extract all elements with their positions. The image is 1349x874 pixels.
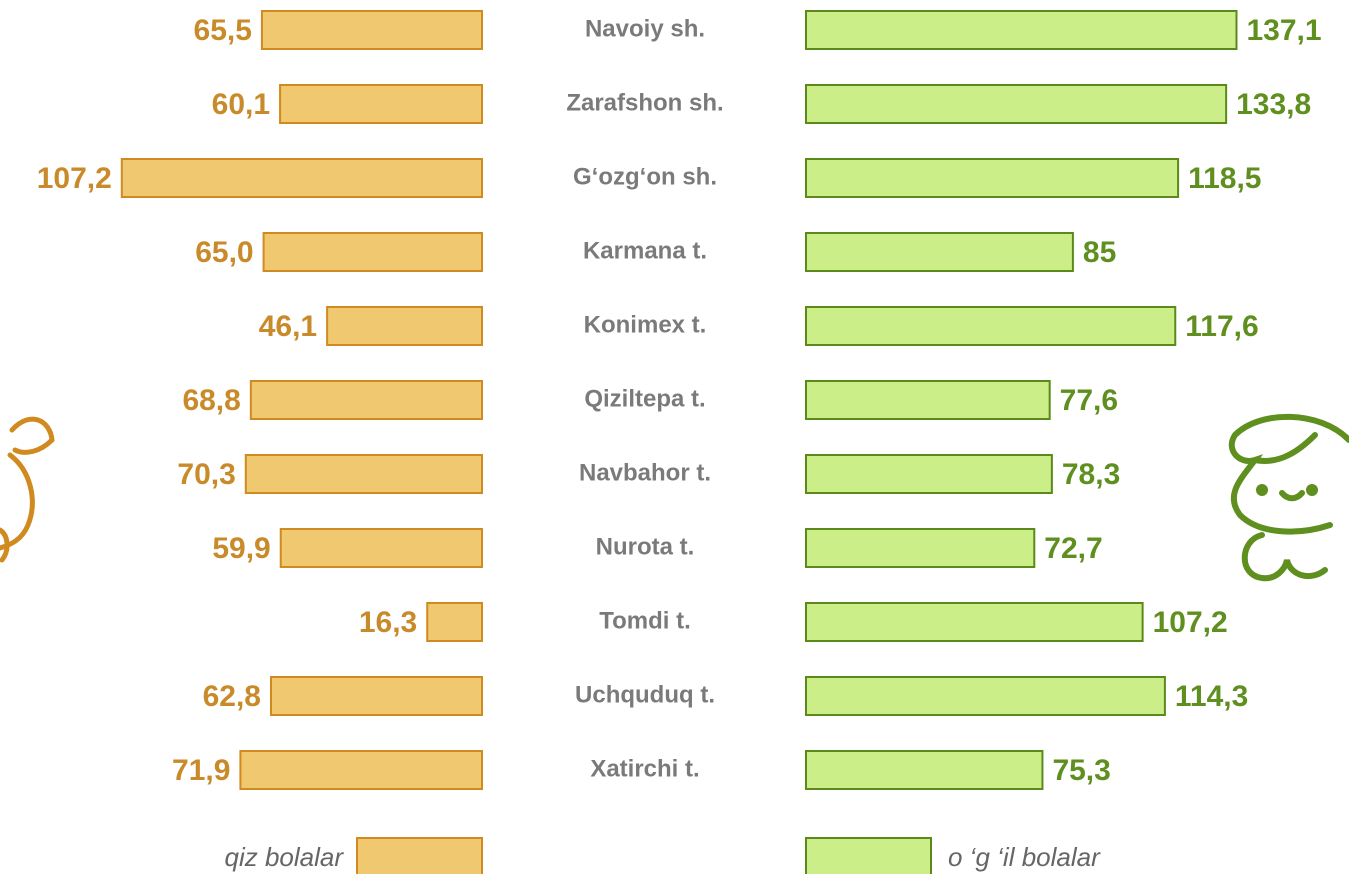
boy-icon (1228, 413, 1349, 582)
category-label: Zarafshon sh. (566, 89, 723, 116)
value-label: 107,2 (1153, 606, 1228, 639)
legend-label: o ‘g ‘il bolalar (948, 842, 1101, 872)
girl-icon (0, 416, 55, 563)
bar (262, 232, 483, 272)
bar (805, 528, 1036, 568)
bar (269, 676, 483, 716)
bar (805, 84, 1228, 124)
value-label: 16,3 (359, 606, 417, 639)
legend-label: qiz bolalar (224, 842, 344, 872)
bar (260, 10, 484, 50)
bar (805, 306, 1177, 346)
value-label: 75,3 (1052, 754, 1110, 787)
value-label: 137,1 (1246, 14, 1321, 47)
category-label: Nurota t. (596, 533, 695, 560)
category-label: Karmana t. (583, 237, 707, 264)
bar (805, 158, 1180, 198)
bar (805, 380, 1051, 420)
value-label: 107,2 (37, 162, 112, 195)
value-label: 85 (1083, 236, 1116, 269)
category-label: Uchquduq t. (575, 681, 715, 708)
value-label: 78,3 (1062, 458, 1120, 491)
bar (805, 232, 1074, 272)
value-label: 133,8 (1236, 88, 1311, 121)
category-label: Konimex t. (584, 311, 707, 338)
value-label: 65,5 (194, 14, 252, 47)
value-label: 118,5 (1188, 162, 1261, 195)
value-label: 46,1 (259, 310, 317, 343)
legend-swatch (356, 837, 483, 874)
bar (426, 602, 483, 642)
bar (279, 528, 483, 568)
category-label: Qiziltepa t. (584, 385, 705, 412)
value-label: 60,1 (212, 88, 270, 121)
category-label: G‘ozg‘on sh. (573, 163, 717, 190)
value-label: 77,6 (1060, 384, 1118, 417)
category-label: Navbahor t. (579, 459, 711, 486)
category-label: Navoiy sh. (585, 15, 705, 42)
value-label: 72,7 (1044, 532, 1102, 565)
legend-swatch (805, 837, 932, 874)
value-label: 68,8 (182, 384, 240, 417)
bar (120, 158, 483, 198)
value-label: 65,0 (195, 236, 253, 269)
bar (279, 84, 483, 124)
value-label: 117,6 (1185, 310, 1258, 343)
bar (244, 454, 483, 494)
value-label: 114,3 (1175, 680, 1248, 713)
category-label: Tomdi t. (599, 607, 691, 634)
bar (805, 750, 1044, 790)
bar (805, 454, 1053, 494)
bar (805, 10, 1238, 50)
bar (805, 676, 1166, 716)
bar (326, 306, 483, 346)
category-label: Xatirchi t. (590, 755, 699, 782)
bar (249, 380, 483, 420)
bar (805, 602, 1144, 642)
value-label: 71,9 (172, 754, 230, 787)
value-label: 62,8 (203, 680, 261, 713)
value-label: 59,9 (212, 532, 270, 565)
value-label: 70,3 (177, 458, 235, 491)
bar (239, 750, 483, 790)
